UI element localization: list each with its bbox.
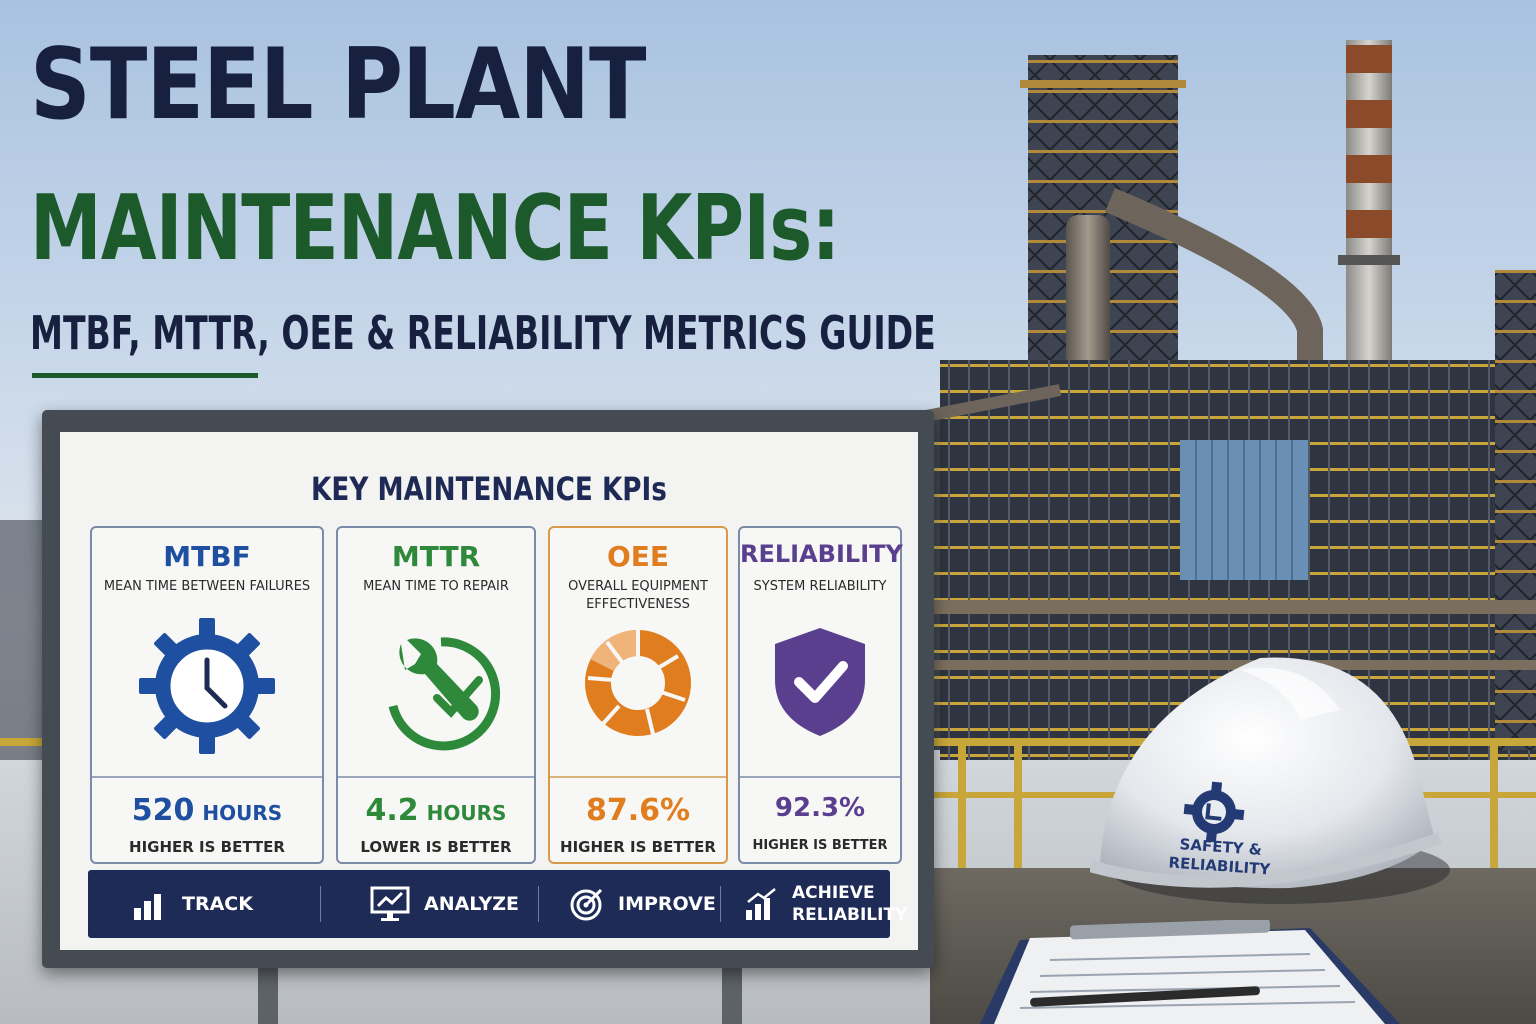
kpi-note: LOWER IS BETTER <box>360 838 512 856</box>
kpi-name: MTBF <box>163 540 251 573</box>
step-track: TRACK <box>132 870 253 938</box>
kpi-value: 87.6% <box>585 793 691 828</box>
step-analyze: ANALYZE <box>370 870 519 938</box>
kpi-subtitle: OVERALL EQUIPMENT EFFECTIVENESS <box>568 579 708 612</box>
kpi-divider <box>550 776 726 778</box>
board-post-left <box>258 960 278 1024</box>
growth-chart-icon <box>746 888 776 920</box>
kpi-name: RELIABILITY <box>740 540 903 568</box>
board-title: KEY MAINTENANCE KPIs <box>311 470 667 508</box>
process-footer: TRACK ANALYZE <box>88 870 907 938</box>
kpi-subtitle: MEAN TIME BETWEEN FAILURES <box>103 579 311 594</box>
step-divider <box>720 886 721 922</box>
kpi-card-mttr: MTTR MEAN TIME TO REPAIR 4.2 HOURS LOWER … <box>336 526 536 864</box>
step-label: ACHIEVE RELIABILITY <box>792 883 908 925</box>
step-improve: IMPROVE <box>570 870 716 938</box>
railing-post <box>1490 740 1498 880</box>
step-divider <box>538 886 539 922</box>
wrench-timer-icon <box>388 637 501 751</box>
gear-clock-icon <box>139 618 275 754</box>
bar-chart-icon <box>134 894 161 920</box>
monitor-chart-icon <box>370 886 410 921</box>
step-achieve-reliability: ACHIEVE RELIABILITY <box>744 870 907 938</box>
title-underline <box>32 373 258 378</box>
kpi-value: 520 HOURS <box>131 793 283 828</box>
kpi-subtitle: MEAN TIME TO REPAIR <box>363 579 509 594</box>
kpi-card-oee: OEE OVERALL EQUIPMENT EFFECTIVENESS 87.6… <box>548 526 728 864</box>
step-label: ANALYZE <box>424 893 519 915</box>
headline-line3: MTBF, MTTR, OEE & RELIABILITY METRICS GU… <box>30 306 936 360</box>
step-label: IMPROVE <box>618 893 716 915</box>
kpi-note: HIGHER IS BETTER <box>560 838 716 856</box>
headline-line1: STEEL PLANT <box>30 28 647 142</box>
donut-chart-icon <box>585 629 691 736</box>
kpi-value: 92.3% <box>774 793 866 823</box>
kpi-board: KEY MAINTENANCE KPIs MTBF MEAN TIME BETW… <box>42 410 934 968</box>
railing-post <box>1014 740 1022 880</box>
target-icon <box>570 888 603 921</box>
kpi-subtitle: SYSTEM RELIABILITY <box>753 579 887 594</box>
board-panel: KEY MAINTENANCE KPIs MTBF MEAN TIME BETW… <box>60 432 918 950</box>
kpi-card-reliability: RELIABILITY SYSTEM RELIABILITY 92.3% HIG… <box>738 526 903 864</box>
kpi-card-mtbf: MTBF MEAN TIME BETWEEN FAILURES <box>90 526 324 864</box>
kpi-name: OEE <box>606 540 670 573</box>
hard-hat <box>1090 657 1450 904</box>
kpi-note: HIGHER IS BETTER <box>129 838 285 856</box>
board-post-right <box>722 960 742 1024</box>
kpi-note: HIGHER IS BETTER <box>752 838 888 853</box>
clipboard <box>980 920 1400 1024</box>
railing-post <box>958 740 966 880</box>
step-divider <box>320 886 321 922</box>
gear-logo-icon <box>1183 781 1245 843</box>
kpi-name: MTTR <box>391 540 481 573</box>
step-label: TRACK <box>182 893 253 915</box>
kpi-value: 4.2 HOURS <box>365 793 507 828</box>
kpi-divider <box>338 776 534 778</box>
kpi-divider <box>92 776 322 778</box>
kpi-divider <box>740 776 900 778</box>
shield-check-icon <box>775 628 865 736</box>
headline-line2: MAINTENANCE KPIs: <box>30 176 840 281</box>
